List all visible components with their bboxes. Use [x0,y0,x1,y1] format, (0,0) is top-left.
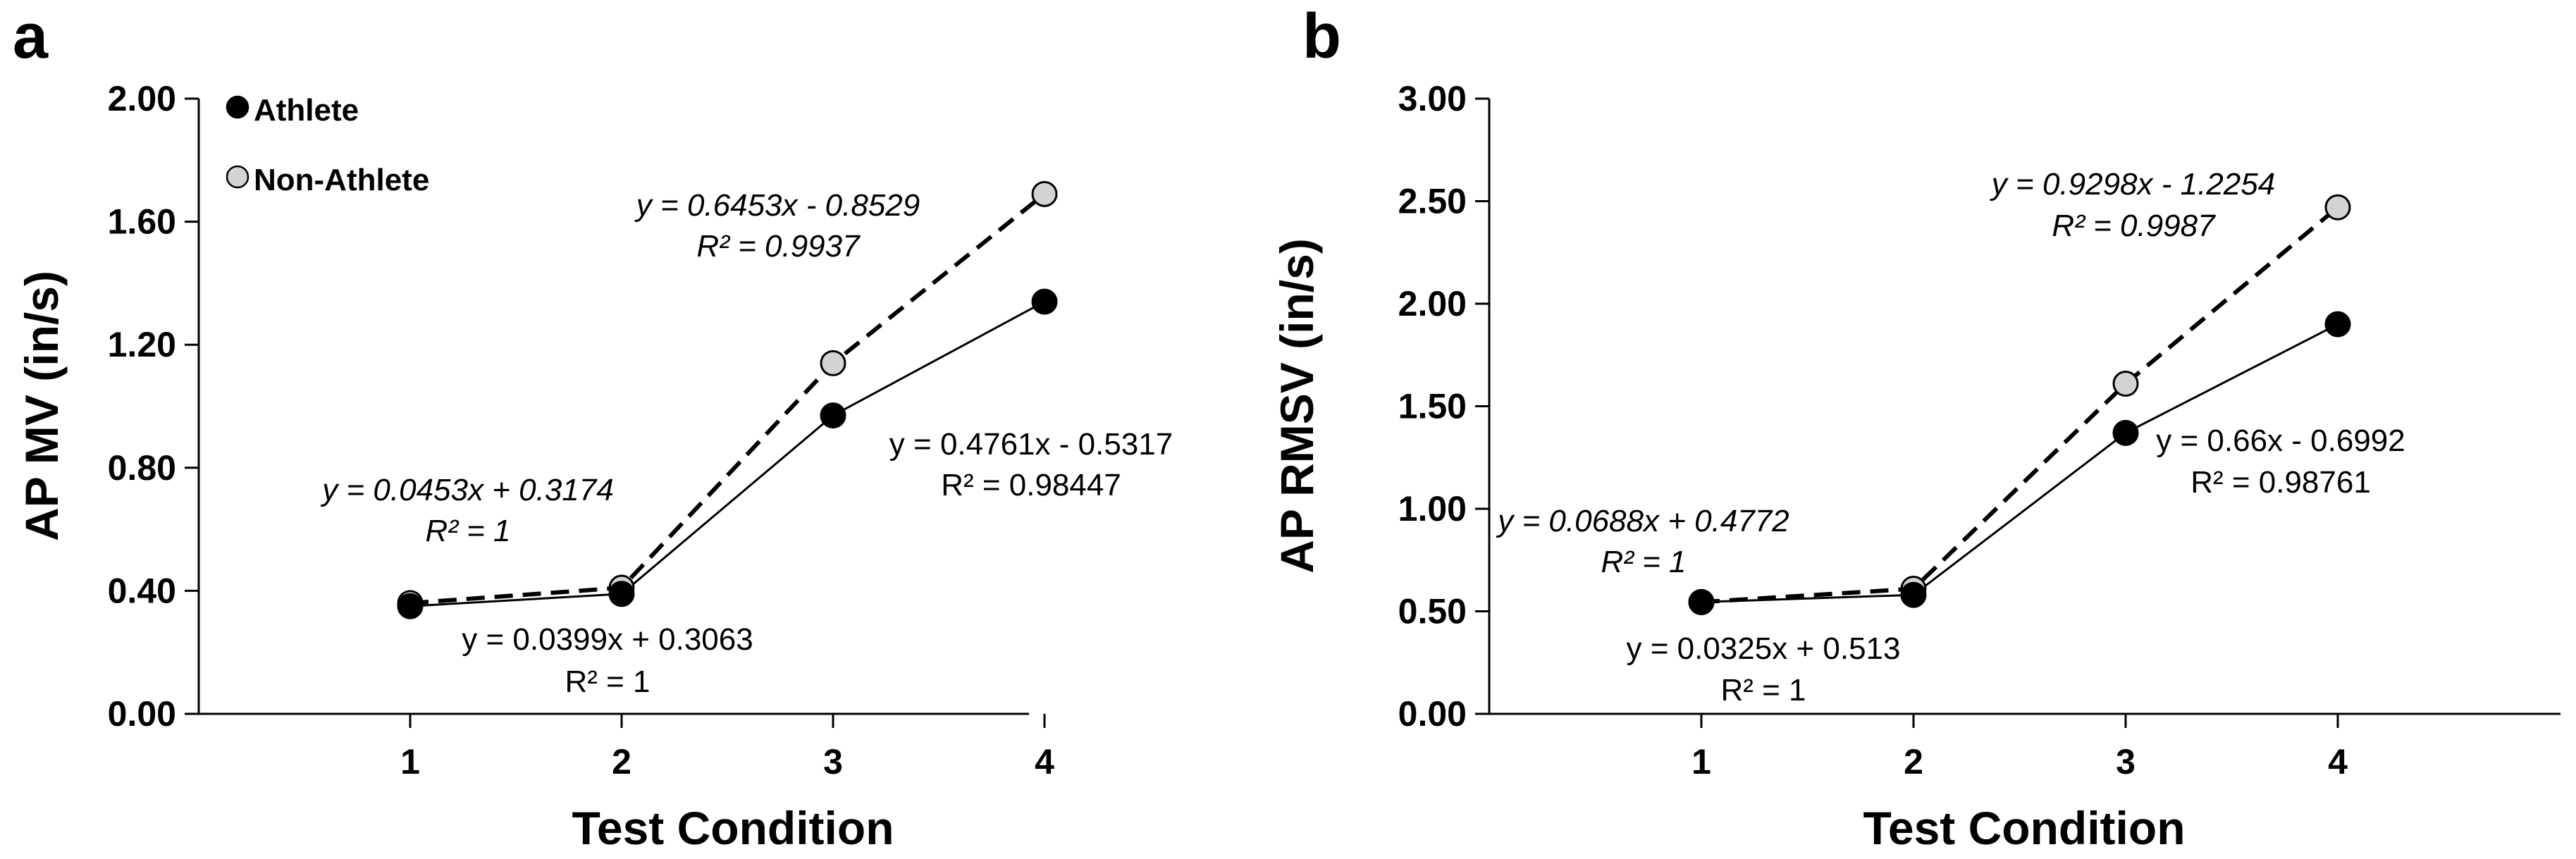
point-athlete-1 [397,593,424,619]
x-tick-label: 1 [400,742,420,781]
x-tick-labels: 1 2 3 4 [400,714,1054,781]
x-axis-title: Test Condition [572,802,894,854]
y-tick-label: 1.20 [108,325,176,364]
r-squared: R² = 1 [425,514,510,548]
point-athlete-4 [2324,311,2351,338]
panel-letter-b: b [1302,1,1341,72]
series-line-athlete [409,300,1045,607]
annotation-athlete-3-4: y = 0.66x - 0.6992 R² = 0.98761 [2156,424,2405,500]
x-tick-label: 1 [1691,742,1711,781]
r-squared: R² = 1 [565,665,650,699]
x-tick-label: 3 [823,742,843,781]
r-squared: R² = 1 [1720,673,1806,707]
series-lines [409,192,1046,607]
point-athlete-3 [2112,419,2139,446]
equation: y = 0.0399x + 0.3063 [462,622,753,657]
r-squared: R² = 0.9987 [2052,209,2216,243]
x-tick-label: 4 [1035,742,1054,781]
equation: y = 0.0688x + 0.4772 [1496,504,1789,538]
r-squared: R² = 0.98447 [941,468,1121,502]
y-tick-label: 1.00 [1398,489,1467,529]
legend-label-non-athlete: Non-Athlete [254,163,429,197]
x-tick-label: 4 [2328,742,2348,781]
y-tick-label: 3.00 [1398,79,1467,118]
point-athlete-2 [608,581,635,607]
x-tick-label: 3 [2116,742,2136,781]
x-tick-label: 2 [1904,742,1923,781]
annotation-athlete-1-2: y = 0.0399x + 0.3063 R² = 1 [462,622,753,699]
series-line-athlete [1701,323,2338,603]
legend: Athlete Non-Athlete [226,93,429,197]
y-axis-title: AP RMSV (in/s) [1271,238,1323,574]
r-squared: R² = 1 [1601,545,1686,579]
point-athlete-3 [820,402,846,429]
series-line-non-athlete [1701,205,2339,605]
legend-label-athlete: Athlete [254,93,359,128]
annotation-athlete-1-2: y = 0.0325x + 0.513 R² = 1 [1627,631,1901,707]
y-tick-label: 2.50 [1398,182,1467,221]
point-non-athlete-4 [2324,194,2351,221]
equation: y = 0.9298x - 1.2254 [1990,167,2275,202]
y-axis-title: AP MV (in/s) [16,271,68,541]
data-points [1688,194,2351,615]
equation: y = 0.0453x + 0.3174 [320,473,613,507]
legend-marker-non-athlete [226,165,249,189]
series-lines [1701,205,2339,605]
panel-b: b 0.00 0.50 1.00 1.50 2.00 2.50 3.00 1 2 3 4 AP R… [1271,1,2560,854]
y-tick-label: 0.00 [108,694,176,734]
point-athlete-4 [1031,288,1058,315]
annotation-non-athlete-1-2: y = 0.0453x + 0.3174 R² = 1 [320,473,613,548]
y-tick-labels: 0.00 0.50 1.00 1.50 2.00 2.50 3.00 [1398,79,1489,734]
equation: y = 0.0325x + 0.513 [1627,631,1901,666]
annotation-non-athlete-3-4: y = 0.9298x - 1.2254 R² = 0.9987 [1990,167,2275,243]
x-tick-label: 2 [612,742,631,781]
y-tick-label: 2.00 [1398,284,1467,323]
y-tick-labels: 0.00 0.40 0.80 1.20 1.60 2.00 [108,79,199,734]
annotation-non-athlete-1-2: y = 0.0688x + 0.4772 R² = 1 [1496,504,1789,579]
y-tick-label: 1.60 [108,202,176,242]
point-non-athlete-4 [1031,180,1058,207]
x-tick-labels: 1 2 3 4 [1691,714,2348,781]
point-athlete-1 [1688,588,1715,615]
y-tick-label: 0.80 [108,448,176,488]
legend-marker-athlete [226,95,249,119]
y-tick-label: 0.50 [1398,592,1467,631]
y-tick-label: 0.40 [108,571,176,610]
annotation-non-athlete-3-4: y = 0.6453x - 0.8529 R² = 0.9937 [634,188,920,264]
x-axis-title: Test Condition [1863,802,2185,854]
r-squared: R² = 0.98761 [2190,465,2371,500]
y-tick-label: 0.00 [1398,694,1467,734]
point-athlete-2 [1900,581,1927,608]
equation: y = 0.66x - 0.6992 [2156,424,2405,458]
equation: y = 0.6453x - 0.8529 [634,188,920,223]
y-tick-label: 2.00 [108,79,176,118]
y-tick-label: 1.50 [1398,387,1467,426]
panel-a: a 0.00 0.40 0.80 1.20 1.60 2.00 1 2 3 4 AP MV (i… [13,1,1173,854]
point-non-athlete-3 [2112,370,2139,397]
r-squared: R² = 0.9937 [696,229,861,264]
series-line-non-athlete [409,192,1046,605]
panel-letter-a: a [13,1,49,72]
equation: y = 0.4761x - 0.5317 [889,427,1173,462]
data-points [397,180,1058,619]
annotation-athlete-3-4: y = 0.4761x - 0.5317 R² = 0.98447 [889,427,1173,502]
point-non-athlete-3 [820,350,846,376]
